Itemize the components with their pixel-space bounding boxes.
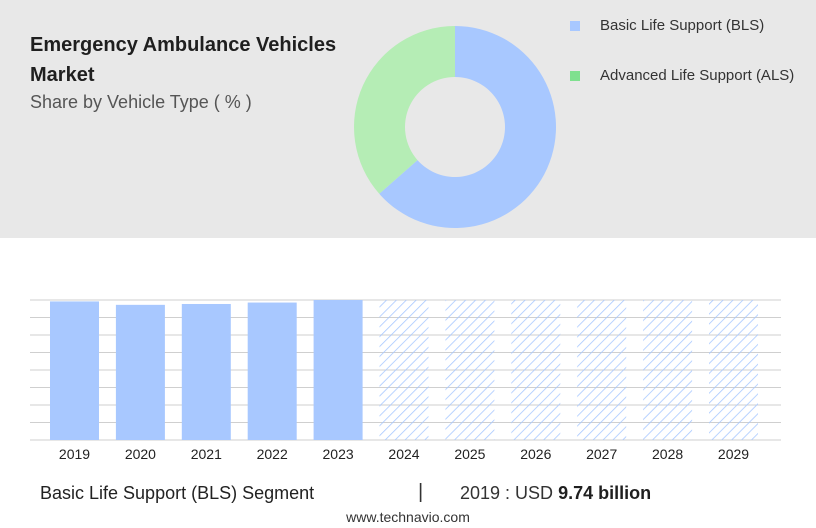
forecast-bar-2027 [577, 300, 627, 440]
chart-subtitle: Share by Vehicle Type ( % ) [30, 92, 252, 112]
footer-value-prefix: 2019 : USD [460, 483, 559, 503]
legend-label-bls: Basic Life Support (BLS) [600, 17, 765, 34]
footer-divider: | [418, 481, 424, 503]
forecast-bar-2029 [709, 300, 758, 440]
forecast-bar-2025 [445, 300, 495, 440]
footer-value-number: 9.74 billion [558, 483, 652, 503]
x-tick-2021: 2021 [191, 446, 222, 462]
forecast-bar-2024 [379, 300, 429, 440]
x-tick-2026: 2026 [520, 446, 551, 462]
donut-slice-als [354, 26, 455, 194]
header-panel: Emergency Ambulance Vehicles Market Shar… [0, 0, 816, 238]
x-tick-2028: 2028 [652, 446, 683, 462]
x-tick-2027: 2027 [586, 446, 617, 462]
x-tick-2019: 2019 [59, 446, 90, 462]
x-tick-2025: 2025 [454, 446, 485, 462]
donut-slice-bls [379, 26, 556, 228]
bar-2020 [115, 304, 165, 440]
bar-2023 [313, 300, 363, 440]
bars [50, 300, 758, 440]
forecast-bar-2026 [511, 300, 561, 440]
donut-chart [354, 26, 556, 228]
x-tick-labels: 2019 2020 2021 2022 2023 2024 2025 2026 2027 2028… [59, 446, 749, 462]
x-tick-2029: 2029 [718, 446, 749, 462]
bar-2022 [247, 302, 297, 440]
forecast-bar-2028 [643, 300, 693, 440]
x-tick-2023: 2023 [323, 446, 354, 462]
legend-swatch-als [570, 71, 580, 81]
x-tick-2024: 2024 [388, 446, 419, 462]
x-tick-2022: 2022 [257, 446, 288, 462]
chart-title: Emergency Ambulance Vehicles Market [30, 34, 337, 86]
bar-2021 [181, 303, 231, 440]
footer-segment-label: Basic Life Support (BLS) Segment [40, 483, 315, 503]
website-link[interactable]: www.technavio.com [346, 509, 470, 525]
bar-2019 [50, 301, 99, 440]
x-tick-2020: 2020 [125, 446, 156, 462]
bar-chart: 2019 2020 2021 2022 2023 2024 2025 2026 2027 2028… [30, 299, 781, 462]
legend-label-als: Advanced Life Support (ALS) [600, 67, 795, 84]
legend-swatch-bls [570, 21, 580, 31]
footer-value: 2019 : USD 9.74 billion [460, 483, 651, 504]
